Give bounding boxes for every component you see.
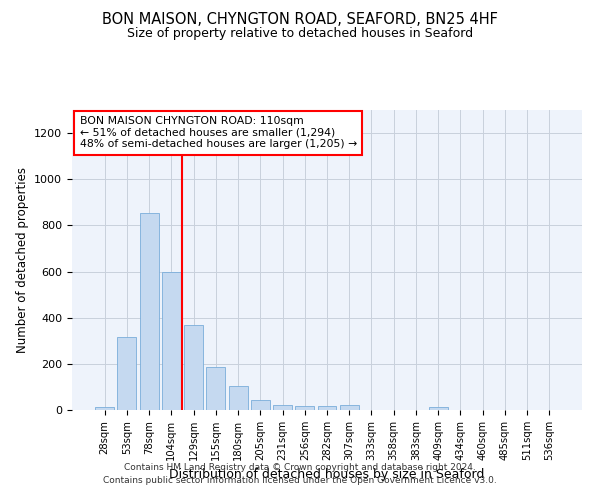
Bar bbox=[251, 400, 270, 410]
Bar bbox=[206, 368, 225, 410]
Bar bbox=[295, 406, 314, 410]
Bar bbox=[429, 407, 448, 410]
Y-axis label: Number of detached properties: Number of detached properties bbox=[16, 167, 29, 353]
Bar bbox=[229, 386, 248, 410]
Bar bbox=[95, 406, 114, 410]
Bar bbox=[140, 212, 158, 410]
Bar bbox=[162, 272, 181, 410]
Text: BON MAISON, CHYNGTON ROAD, SEAFORD, BN25 4HF: BON MAISON, CHYNGTON ROAD, SEAFORD, BN25… bbox=[102, 12, 498, 28]
X-axis label: Distribution of detached houses by size in Seaford: Distribution of detached houses by size … bbox=[169, 468, 485, 481]
Text: Contains public sector information licensed under the Open Government Licence v3: Contains public sector information licen… bbox=[103, 476, 497, 485]
Text: Size of property relative to detached houses in Seaford: Size of property relative to detached ho… bbox=[127, 28, 473, 40]
Bar bbox=[273, 406, 292, 410]
Bar bbox=[340, 406, 359, 410]
Text: Contains HM Land Registry data © Crown copyright and database right 2024.: Contains HM Land Registry data © Crown c… bbox=[124, 464, 476, 472]
Bar bbox=[317, 406, 337, 410]
Bar bbox=[184, 324, 203, 410]
Bar bbox=[118, 338, 136, 410]
Text: BON MAISON CHYNGTON ROAD: 110sqm
← 51% of detached houses are smaller (1,294)
48: BON MAISON CHYNGTON ROAD: 110sqm ← 51% o… bbox=[80, 116, 357, 149]
